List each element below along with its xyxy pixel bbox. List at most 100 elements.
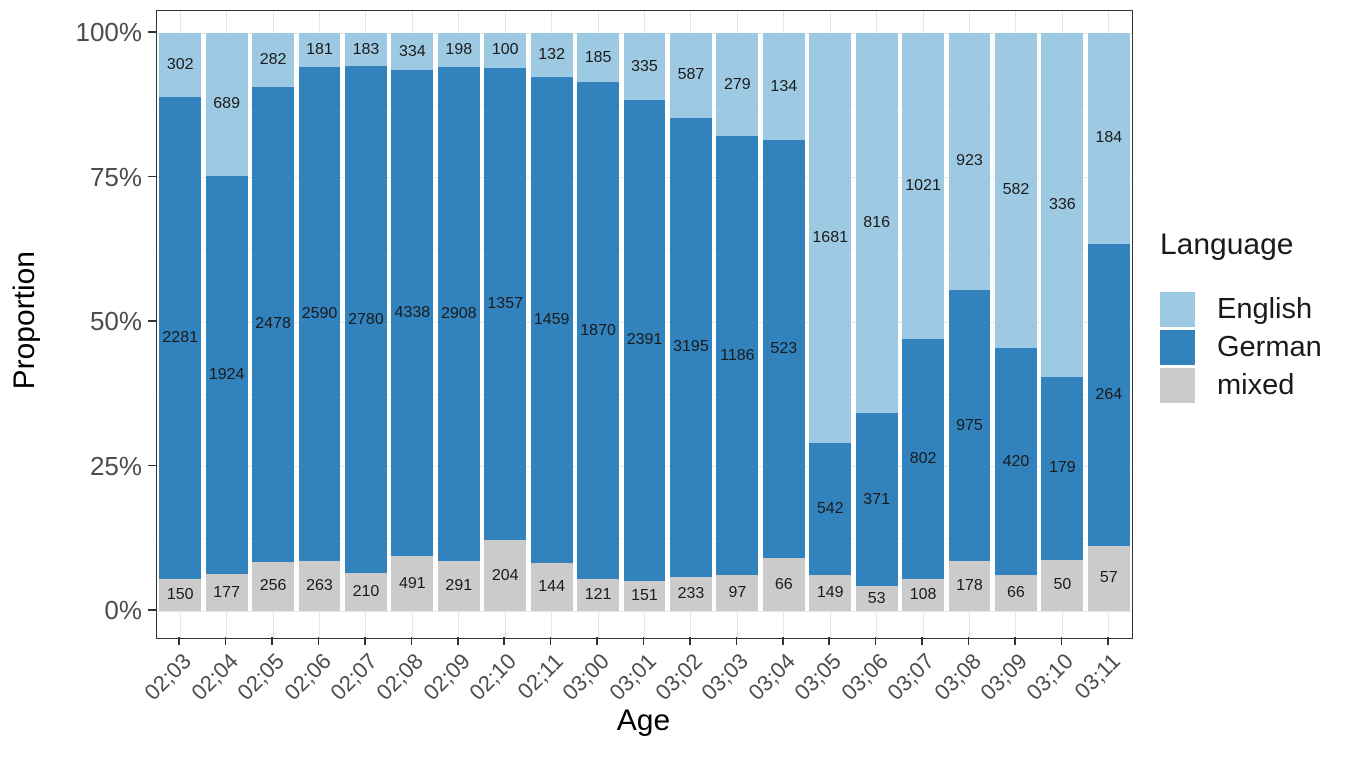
bar-segment-english	[948, 33, 991, 290]
bar-count-label: 2908	[440, 305, 477, 323]
bar-count-label: 2391	[626, 331, 663, 349]
bar-segment-english	[809, 33, 852, 443]
x-tick-mark	[503, 637, 505, 645]
bar-count-label: 50	[1053, 576, 1072, 594]
bar-count-label: 4338	[394, 304, 431, 322]
bar-count-label: 144	[538, 578, 565, 595]
bar-count-label: 53	[867, 589, 886, 607]
bar-count-label: 334	[398, 42, 426, 60]
bar-segment-english	[298, 33, 341, 68]
bar-segment-german	[530, 76, 573, 564]
x-tick-mark	[782, 637, 784, 645]
bar-segment-german	[1041, 376, 1084, 560]
bar-segment-german	[623, 100, 666, 581]
y-tick-mark	[148, 175, 156, 178]
y-axis-title-wrap: Proportion	[2, 150, 48, 490]
bar-segment-english	[1041, 33, 1084, 377]
y-tick-label: 75%	[89, 161, 142, 192]
bar-segment-mixed	[484, 540, 527, 611]
bar-segment-german	[252, 87, 294, 562]
bar-count-label: 263	[306, 576, 333, 594]
bar-segment-mixed	[716, 575, 759, 611]
bar-count-label: 291	[445, 577, 473, 595]
y-tick-label: 100%	[75, 17, 143, 47]
bar-segment-mixed	[902, 578, 944, 611]
bar-segment-mixed	[670, 577, 712, 611]
x-tick-mark	[828, 637, 830, 645]
bar-segment-german	[345, 66, 387, 573]
y-tick-label: 25%	[89, 450, 142, 481]
bar-count-label: 121	[584, 585, 612, 603]
x-tick-mark	[1060, 637, 1063, 645]
bar-segment-english	[902, 33, 944, 339]
bar-count-label: 150	[166, 586, 194, 604]
bar-count-label: 923	[956, 152, 983, 170]
x-tick-mark	[410, 637, 413, 645]
bar-segment-mixed	[948, 561, 991, 611]
legend-swatch-german	[1160, 329, 1195, 365]
bar-segment-mixed	[623, 580, 666, 611]
x-tick-mark	[549, 637, 552, 645]
bar-segment-german	[391, 70, 434, 557]
x-tick-mark	[317, 637, 320, 645]
bar-count-label: 582	[1002, 181, 1030, 199]
bar-count-label: 185	[584, 48, 612, 66]
x-tick-mark	[967, 637, 970, 645]
bar-segment-german	[1087, 243, 1130, 546]
bar-segment-mixed	[762, 558, 805, 611]
bar-segment-english	[577, 33, 619, 83]
bar-segment-english	[530, 33, 573, 77]
bar-count-label: 264	[1095, 385, 1123, 403]
y-axis-title: Proportion	[8, 250, 41, 390]
legend: Language English German mixed	[1160, 228, 1360, 404]
x-tick-mark	[1107, 637, 1109, 645]
bar-count-label: 134	[770, 77, 798, 95]
bar-count-label: 2281	[162, 329, 198, 347]
bar-count-label: 177	[213, 583, 240, 601]
plot-panel: 150 2281 302 177 1924 689 256 2478 282 263 2590 181…	[156, 10, 1133, 639]
bar-segment-mixed	[298, 560, 341, 611]
bar-count-label: 816	[863, 214, 890, 232]
bar-count-label: 587	[677, 66, 705, 84]
legend-item-english: English	[1160, 290, 1360, 328]
bar-count-label: 66	[1007, 584, 1025, 602]
bar-segment-mixed	[855, 586, 898, 611]
bar-count-label: 233	[677, 585, 705, 603]
bar-segment-english	[855, 33, 898, 414]
x-tick-mark	[596, 637, 598, 645]
bar-segment-english	[995, 33, 1037, 348]
bar-count-label: 420	[1002, 452, 1030, 470]
legend-item-mixed: mixed	[1160, 366, 1360, 404]
bar-segment-mixed	[1087, 545, 1130, 611]
bar-count-label: 336	[1048, 195, 1076, 213]
bar-count-label: 184	[1095, 129, 1123, 147]
y-tick-mark	[148, 609, 156, 611]
bar-segment-german	[484, 67, 527, 540]
bar-segment-german	[948, 289, 991, 562]
bar-segment-english	[252, 33, 294, 88]
bar-count-label: 97	[728, 584, 747, 602]
bar-segment-german	[205, 175, 248, 575]
bar-count-label: 178	[956, 577, 983, 595]
y-tick-mark	[148, 31, 156, 33]
bar-segment-mixed	[391, 556, 434, 611]
bar-segment-mixed	[437, 561, 480, 611]
bar-count-label: 256	[259, 577, 287, 595]
bar-segment-english	[345, 33, 387, 67]
legend-swatch-english	[1160, 291, 1195, 327]
bar-segment-german	[809, 442, 852, 575]
bar-count-label: 802	[909, 449, 937, 467]
bar-count-label: 523	[770, 340, 798, 358]
bar-count-label: 282	[259, 51, 287, 69]
bar-segment-mixed	[345, 572, 387, 611]
bar-segment-german	[670, 117, 712, 578]
legend-label-mixed: mixed	[1217, 369, 1295, 401]
bar-segment-mixed	[995, 575, 1037, 611]
bar-count-label: 1681	[812, 228, 848, 246]
y-tick-mark	[148, 320, 156, 322]
bar-count-label: 491	[398, 574, 426, 592]
bar-count-label: 66	[774, 575, 793, 593]
bar-segment-english	[391, 33, 434, 71]
bar-segment-english	[159, 33, 202, 97]
